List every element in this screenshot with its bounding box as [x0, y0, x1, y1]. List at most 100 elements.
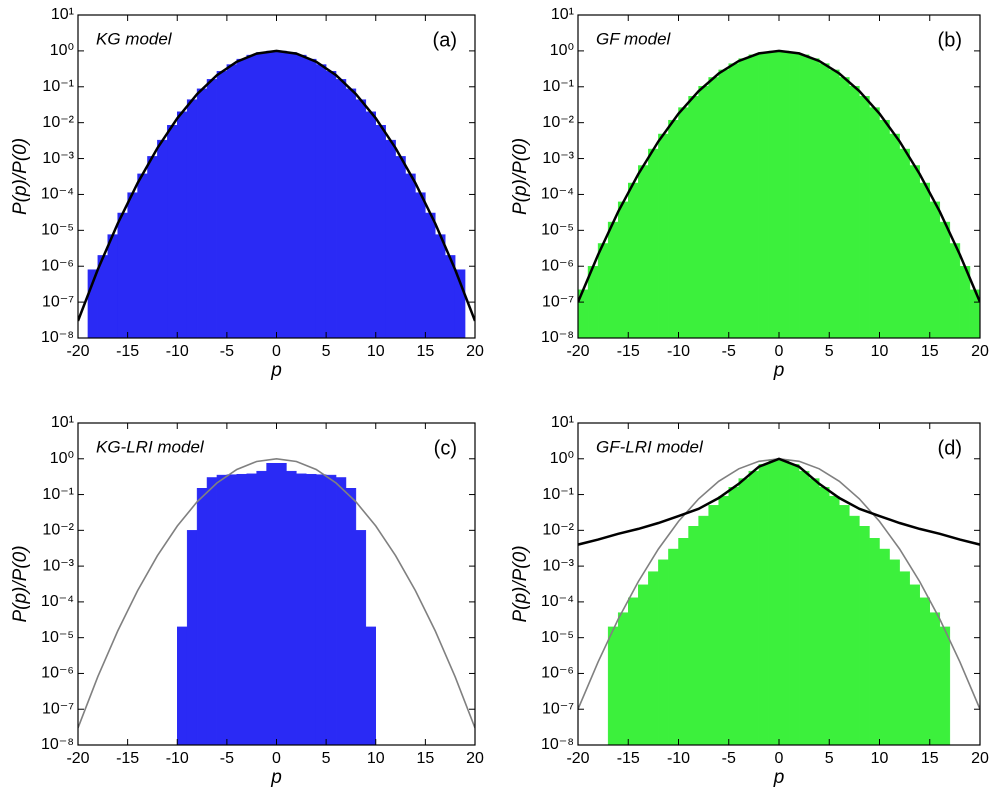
bar — [648, 571, 659, 745]
bar — [929, 612, 941, 745]
panel-title: GF model — [596, 29, 672, 48]
y-tick-label: 10⁻⁵ — [541, 222, 574, 239]
y-tick-label: 10⁻⁷ — [542, 293, 574, 310]
bar — [454, 269, 466, 338]
x-tick-label: 5 — [825, 343, 834, 360]
bar — [385, 139, 396, 338]
x-tick-label: -20 — [66, 343, 89, 360]
bar — [718, 495, 730, 745]
bar — [748, 470, 760, 745]
y-tick-label: 10⁻³ — [42, 557, 74, 574]
x-tick-label: 10 — [367, 750, 385, 767]
y-tick-label: 10⁻⁷ — [42, 293, 74, 310]
bar — [365, 111, 377, 338]
bar — [818, 487, 830, 745]
bar — [286, 470, 297, 745]
x-tick-label: -5 — [220, 343, 234, 360]
y-tick-label: 10⁻⁵ — [41, 629, 74, 646]
bar — [375, 125, 386, 338]
panel-title: GF-LRI model — [596, 437, 704, 456]
bar — [939, 221, 951, 338]
x-tick-label: -20 — [566, 343, 589, 360]
bar — [186, 530, 198, 745]
bar — [829, 69, 840, 338]
bar — [899, 148, 910, 338]
x-tick-label: 15 — [416, 750, 434, 767]
bar — [226, 474, 238, 745]
bar — [117, 212, 128, 338]
y-tick-label: 10⁻⁴ — [41, 593, 74, 610]
bar — [236, 473, 247, 745]
x-tick-label: 15 — [416, 343, 434, 360]
bar — [768, 50, 780, 338]
y-tick-label: 10⁻⁷ — [542, 700, 574, 717]
plot-area — [578, 457, 980, 745]
bar — [425, 212, 436, 338]
x-axis-label: p — [773, 360, 785, 381]
y-tick-label: 10⁰ — [550, 42, 574, 59]
bar — [738, 478, 750, 745]
y-tick-label: 10⁻⁴ — [41, 186, 74, 203]
x-tick-label: -15 — [116, 343, 139, 360]
panel-title: KG model — [96, 29, 173, 48]
y-tick-label: 10⁻² — [542, 522, 574, 539]
x-tick-label: -10 — [667, 343, 690, 360]
bar — [355, 99, 367, 338]
bar — [137, 173, 148, 338]
x-tick-label: -5 — [722, 750, 736, 767]
bar — [929, 201, 941, 338]
y-tick-label: 10⁻² — [542, 114, 574, 131]
y-tick-label: 10⁻¹ — [42, 486, 74, 503]
y-tick-label: 10⁻¹ — [542, 486, 574, 503]
x-tick-label: 0 — [272, 750, 281, 767]
y-tick-label: 10¹ — [551, 414, 574, 431]
bar — [909, 584, 920, 745]
bar — [849, 515, 860, 745]
bar — [226, 64, 238, 338]
y-tick-label: 10⁻³ — [42, 150, 74, 167]
y-tick-label: 10⁻² — [42, 522, 74, 539]
bar — [628, 597, 639, 745]
x-tick-label: 20 — [971, 750, 989, 767]
bar — [196, 88, 208, 338]
bar — [296, 54, 307, 338]
y-tick-label: 10⁻⁶ — [41, 665, 74, 682]
bar — [778, 459, 790, 745]
bar — [435, 234, 446, 338]
bar — [335, 477, 347, 745]
bar — [405, 173, 416, 338]
bar — [617, 612, 629, 745]
bar — [859, 96, 870, 338]
bar — [939, 626, 951, 745]
bar — [617, 201, 629, 338]
x-axis-label: p — [270, 360, 282, 381]
bar — [256, 470, 267, 745]
bar — [728, 487, 740, 745]
x-tick-label: -5 — [722, 343, 736, 360]
y-tick-label: 10⁻¹ — [42, 78, 74, 95]
bar — [365, 626, 377, 745]
bar — [395, 156, 406, 338]
y-tick-label: 10⁻⁵ — [41, 222, 74, 239]
bar — [186, 99, 198, 338]
curve — [78, 457, 475, 729]
bar — [355, 530, 367, 745]
bar — [788, 464, 800, 745]
x-tick-label: -15 — [617, 343, 640, 360]
y-tick-label: 10⁻⁸ — [41, 736, 74, 753]
bar — [668, 119, 679, 338]
x-tick-label: -20 — [566, 750, 589, 767]
bar — [909, 165, 920, 338]
bar — [778, 50, 790, 338]
bar — [798, 470, 810, 745]
bar — [167, 125, 178, 338]
bar — [315, 64, 327, 338]
bar — [849, 85, 860, 338]
x-tick-label: -10 — [667, 750, 690, 767]
plot-area — [578, 49, 980, 338]
x-tick-label: -20 — [66, 750, 89, 767]
bar — [246, 54, 257, 338]
bar — [276, 50, 287, 338]
bar — [808, 58, 820, 338]
